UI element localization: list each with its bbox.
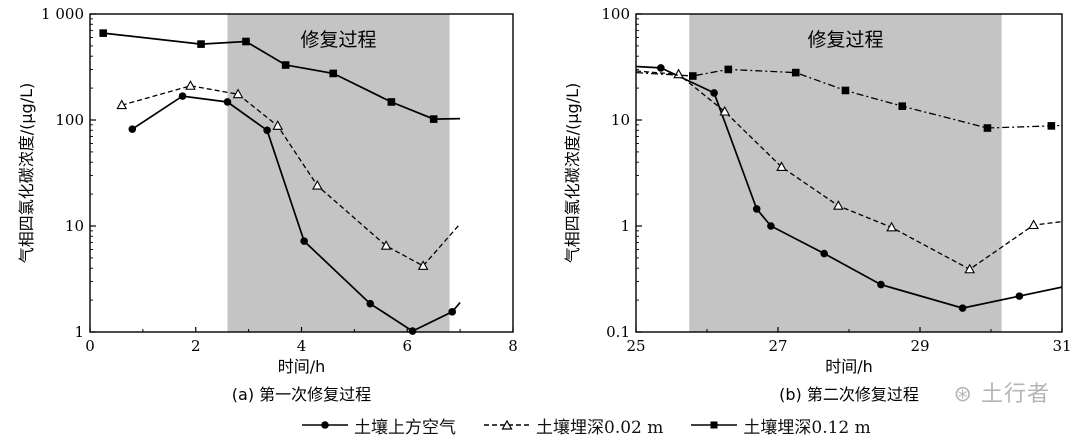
y-tick-label-1-1: 1 (620, 217, 630, 235)
data-point-0-0-1 (178, 92, 187, 100)
shaded-region-label-0: 修复过程 (301, 29, 377, 51)
x-tick-label-0-3: 6 (402, 337, 412, 355)
watermark-icon: ⊛ (953, 382, 981, 407)
data-point-1-0-5 (877, 280, 885, 289)
data-point-0-2-6 (429, 115, 438, 123)
data-point-0-0-0 (128, 125, 137, 133)
data-point-1-0-4 (820, 249, 828, 258)
y-axis-label-0: 气相四氯化碳浓度/(μg/L) (17, 83, 36, 264)
data-point-0-0-4 (300, 237, 308, 245)
x-axis-label-0: 时间/h (278, 357, 326, 376)
series-line-0-2 (103, 32, 461, 120)
x-tick-label-1-2: 29 (910, 337, 929, 355)
legend-label-0: 土壤上方空气 (354, 417, 456, 438)
legend-swatch-1 (484, 419, 530, 430)
data-point-0-2-4 (329, 69, 338, 78)
data-point-1-0-2 (752, 205, 761, 213)
x-tick-label-0-2: 4 (297, 337, 307, 355)
y-tick-label-0-0: 1 (74, 323, 84, 341)
y-tick-label-0-1: 10 (65, 217, 84, 235)
data-point-1-0-0 (657, 64, 665, 72)
legend-item-1: 土壤埋深0.02 m (482, 413, 663, 438)
legend-item-2: 土壤埋深0.12 m (689, 413, 871, 438)
data-point-1-2-6 (1047, 122, 1056, 130)
data-point-1-2-4 (898, 102, 907, 110)
shaded-region-1 (689, 14, 1002, 332)
legend-swatch-0 (302, 421, 348, 429)
series-line-0-1 (121, 85, 461, 267)
x-tick-label-1-3: 31 (1052, 337, 1071, 355)
panel-caption-0: (a) 第一次修复过程 (232, 385, 371, 404)
y-tick-label-1-3: 100 (601, 5, 630, 23)
chart-0: 修复过程 0 2 4 6 8 1 10 100 1 000 时间/h 气相四氯化碳浓度/(μg/L) (… (17, 5, 518, 404)
data-point-1-1-0 (673, 68, 684, 79)
y-tick-label-0-2: 100 (55, 111, 84, 129)
panel-caption-1: (b) 第二次修复过程 (779, 385, 919, 404)
legend-item-0: 土壤上方空气 (300, 413, 456, 438)
x-tick-label-1-0: 25 (626, 337, 645, 355)
data-point-1-1-6 (1028, 219, 1039, 230)
x-tick-label-0-1: 2 (191, 337, 201, 355)
data-point-1-0-6 (958, 304, 967, 312)
data-point-1-1-5 (964, 263, 976, 274)
data-point-0-1-5 (380, 240, 392, 250)
data-point-1-1-3 (833, 200, 844, 210)
y-tick-label-0-3: 1 000 (41, 5, 84, 23)
shaded-region-0 (227, 14, 450, 332)
data-point-0-0-6 (408, 327, 417, 335)
legend-label-2: 土壤埋深0.12 m (743, 417, 871, 438)
data-point-1-0-1 (710, 89, 718, 97)
data-point-1-1-1 (719, 105, 731, 116)
x-tick-label-1-1: 27 (768, 337, 787, 355)
data-point-0-0-2 (223, 98, 232, 106)
data-point-1-1-4 (886, 221, 897, 232)
x-tick-label-0-4: 8 (508, 337, 518, 355)
data-point-0-1-6 (417, 260, 429, 270)
data-point-0-2-1 (197, 40, 205, 48)
data-point-0-2-2 (242, 37, 250, 46)
y-tick-label-1-2: 10 (611, 111, 630, 129)
data-point-1-2-5 (983, 124, 992, 132)
x-axis-label-1: 时间/h (825, 357, 873, 376)
data-point-0-0-7 (448, 308, 456, 316)
data-point-0-1-4 (312, 179, 323, 190)
data-point-0-2-5 (387, 98, 396, 106)
series-line-1-0 (636, 65, 1062, 309)
data-point-1-0-7 (1015, 292, 1024, 300)
data-point-0-2-0 (99, 29, 108, 37)
y-axis-label-1: 气相四氯化碳浓度/(μg/L) (563, 83, 582, 264)
data-point-0-1-1 (185, 80, 196, 90)
data-point-0-1-2 (232, 88, 244, 99)
legend: 土壤上方空气 土壤埋深0.02 m 土壤埋深0.12 m (300, 413, 897, 438)
data-point-1-2-3 (841, 86, 850, 95)
data-point-1-2-2 (791, 68, 800, 77)
x-tick-label-0-0: 0 (85, 337, 95, 355)
data-point-1-0-3 (767, 222, 775, 230)
chart-1: 修复过程 25 27 29 31 0.1 1 10 100 时间/h 气相四氯化碳浓度/(μg/L)… (563, 5, 1072, 404)
data-point-0-2-3 (281, 61, 290, 69)
y-tick-label-1-0: 0.1 (606, 323, 630, 341)
data-point-1-1-2 (776, 161, 787, 171)
shaded-region-label-1: 修复过程 (807, 29, 883, 51)
legend-swatch-2 (691, 421, 738, 429)
data-point-0-1-0 (116, 99, 128, 110)
legend-label-1: 土壤埋深0.02 m (536, 417, 664, 438)
data-point-0-0-5 (366, 299, 375, 308)
data-point-0-0-3 (263, 126, 271, 135)
data-point-0-1-3 (272, 120, 284, 130)
watermark-text: ⊛ 土行者 (953, 382, 1050, 407)
data-point-1-2-0 (689, 72, 697, 80)
data-point-1-2-1 (724, 65, 733, 74)
